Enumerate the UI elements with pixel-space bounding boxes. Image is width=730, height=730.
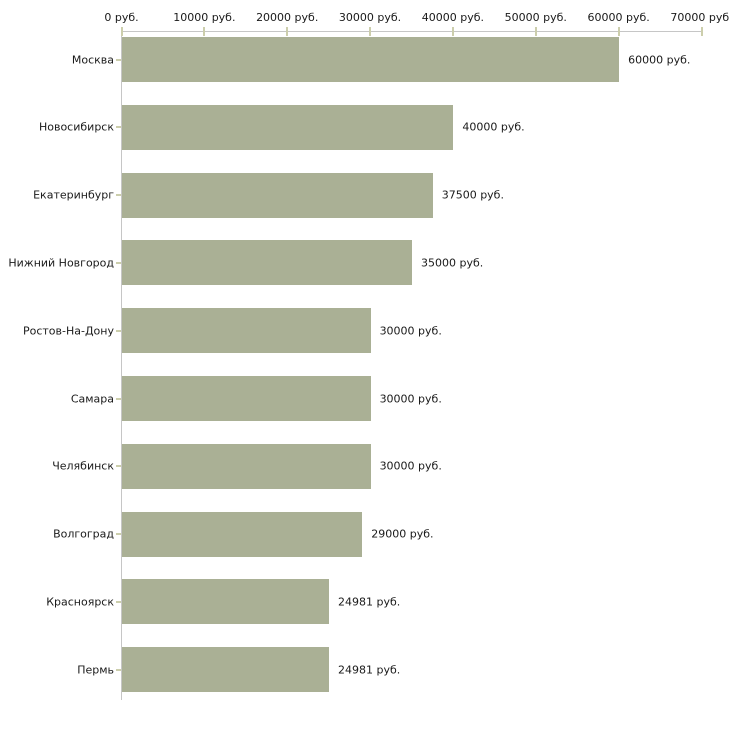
category-label: Волгоград [53,527,114,541]
category-label: Москва [71,53,114,66]
category-label: Новосибирск [38,120,114,134]
category-label: Ростов-На-Дону [22,324,114,338]
value-label: 29000 руб. [371,527,434,541]
x-axis-tick-label: 40000 руб. [421,11,485,24]
category-label: Самара [70,392,114,405]
x-axis-tick-label: 50000 руб. [504,11,567,24]
y-axis-tick [116,600,121,603]
bar [122,376,371,421]
value-label: 60000 руб. [628,53,691,66]
chart-row: Екатеринбург 37500 руб. [0,172,730,218]
bar [122,647,329,693]
y-axis-line [121,31,122,700]
bar [122,172,433,218]
x-axis-tick [203,27,206,36]
bar [122,104,454,150]
value-label: 37500 руб. [441,188,504,202]
x-axis-tick-label: 30000 руб. [338,11,402,24]
y-axis-tick [116,397,121,400]
x-axis-tick [617,27,620,36]
value-label: 24981 руб. [337,663,401,677]
y-axis-tick [116,533,121,536]
value-label: 30000 руб. [379,392,442,405]
x-axis-tick-label: 20000 руб. [256,11,319,24]
y-axis-tick [116,261,121,264]
value-label: 40000 руб. [462,120,525,134]
chart-row: Самара 30000 руб. [0,376,730,421]
chart-row: Новосибирск 40000 руб. [0,104,730,150]
bar [122,37,620,82]
value-label: 35000 руб. [421,256,484,270]
x-axis-tick [451,27,454,36]
category-label: Красноярск [46,595,114,609]
bar [122,443,371,489]
category-label: Екатеринбург [33,188,114,202]
value-label: 24981 руб. [337,595,401,609]
x-axis-tick [120,27,123,36]
x-axis-tick-label: 70000 руб. [670,11,730,24]
bar [122,240,412,286]
category-label: Пермь [77,663,114,677]
x-axis-tick [369,27,372,36]
chart-row: Нижний Новгород 35000 руб. [0,240,730,286]
y-axis-tick [116,329,121,332]
y-axis-tick [116,194,121,197]
chart-row: Челябинск 30000 руб. [0,443,730,489]
bar [122,579,329,625]
x-axis-tick [534,27,537,36]
chart-row: Москва 60000 руб. [0,37,730,82]
y-axis-tick [116,126,121,129]
category-label: Нижний Новгород [8,256,114,270]
y-axis-tick [116,668,121,671]
y-axis-tick [116,465,121,468]
value-label: 30000 руб. [379,459,442,473]
chart-row: Волгоград 29000 руб. [0,511,730,557]
x-axis-tick [286,27,289,36]
chart-row: Красноярск 24981 руб. [0,579,730,625]
x-axis-line [121,31,702,32]
chart-row: Пермь 24981 руб. [0,647,730,693]
value-label: 30000 руб. [379,324,442,338]
x-axis-tick [700,27,703,36]
bar [122,308,371,354]
x-axis-tick-label: 10000 руб. [173,11,236,24]
bar [122,511,363,557]
x-axis-tick-label: 0 руб. [104,11,139,24]
y-axis-tick [116,58,121,61]
category-label: Челябинск [52,459,114,473]
chart-row: Ростов-На-Дону 30000 руб. [0,308,730,354]
x-axis-tick-label: 60000 руб. [587,11,650,24]
